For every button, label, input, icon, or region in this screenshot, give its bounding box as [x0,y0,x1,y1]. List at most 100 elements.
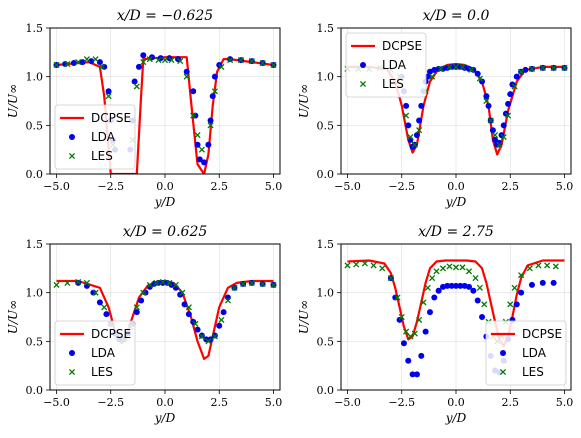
les-point [433,268,440,275]
lda-point [75,279,82,286]
les-point [481,301,488,308]
legend: DCPSE LDA LES [345,32,427,98]
x-axis-label: y/D [154,411,176,425]
les-point [133,304,140,311]
legend-label: LES [382,77,404,91]
plot-area [344,62,568,156]
les-point [446,263,453,270]
les-point [211,88,218,95]
les-point [140,289,147,296]
les-point [544,262,551,269]
lda-point [138,297,145,304]
les-point [218,316,225,323]
les-point [439,265,447,272]
lda-point [505,100,512,107]
lda-point [418,102,425,109]
x-tick-label: −5.0 [334,180,361,193]
les-point [429,73,436,80]
y-axis-label: U/U∞ [297,84,311,118]
legend-swatch-les [68,152,76,160]
les-point [83,279,90,286]
les-point [172,281,179,288]
x-axis-label: y/D [445,195,467,209]
legend-frame [54,320,136,386]
les-point [64,279,71,286]
y-axis-label: U/U∞ [6,84,20,118]
lda-point [196,156,203,163]
les-point [153,279,160,286]
y-tick-label: 0.5 [26,335,44,348]
y-tick-label: 1.0 [317,287,335,300]
y-tick-label: 0.0 [26,384,44,397]
les-point [518,68,525,75]
les-point [398,313,405,321]
y-tick-label: 0.5 [317,119,335,132]
lda-point [205,141,212,148]
lda-point [400,340,407,347]
legend-label: LES [91,149,113,163]
les-point [159,278,166,286]
legend-label: DCPSE [91,111,131,125]
lda-point [528,281,535,288]
les-point [231,284,238,291]
lda-point [550,279,557,286]
y-tick-label: 1.0 [26,71,44,84]
les-point [92,56,99,63]
les-point [407,133,414,141]
les-point [403,328,410,335]
lda-point [105,88,112,95]
legend-label: DCPSE [522,327,562,341]
les-point [92,289,99,296]
y-tick-label: 0.0 [26,168,44,181]
lda-point [194,326,201,333]
x-tick-label: 5.0 [556,180,574,193]
les-point [192,320,199,327]
lda-point [500,122,507,129]
les-point [168,57,175,64]
les-point [424,284,431,291]
lda-point [431,294,438,301]
x-tick-label: 0.0 [156,180,174,193]
lda-point [190,88,197,95]
panel-4: −5.0 −2.5 0.0 2.5 5.0 0.0 0.5 1.0 1.5 x/D = 2.75 y… [297,224,573,425]
les-point [83,56,90,63]
les-point [161,57,169,64]
les-point [237,57,245,64]
les-point [75,59,82,66]
legend-swatch-lda [360,62,366,68]
les-point [476,75,483,82]
les-point [552,263,559,270]
x-tick-label: 2.5 [501,396,519,409]
y-tick-label: 0.0 [317,168,335,181]
legend-label: LES [91,365,113,379]
les-point [361,260,368,267]
lda-point [209,93,216,100]
x-tick-label: 5.0 [556,396,574,409]
lda-point [507,91,514,98]
les-point [459,264,466,271]
les-point [394,294,401,301]
les-point [224,297,231,304]
les-point [416,316,423,323]
lda-point [485,102,492,109]
legend-label: LDA [382,58,407,72]
les-point [140,59,147,66]
lda-point [416,117,423,124]
panel-2: −5.0 −2.5 0.0 2.5 5.0 0.0 0.5 1.0 1.5 x/D = 0.0 y/… [297,8,573,209]
x-tick-label: 0.0 [447,180,465,193]
les-point [539,64,546,71]
plot-area [53,278,277,360]
les-point [133,83,140,90]
les-point [379,265,386,272]
les-point [179,289,186,296]
les-point [227,57,234,64]
y-axis-label: U/U∞ [297,300,311,334]
lda-point [405,122,412,129]
les-point [101,304,108,311]
lda-point [207,117,214,124]
legend-frame [54,104,136,170]
les-point [99,63,106,70]
legend-frame [485,320,567,386]
legend-swatch-les [68,368,76,376]
